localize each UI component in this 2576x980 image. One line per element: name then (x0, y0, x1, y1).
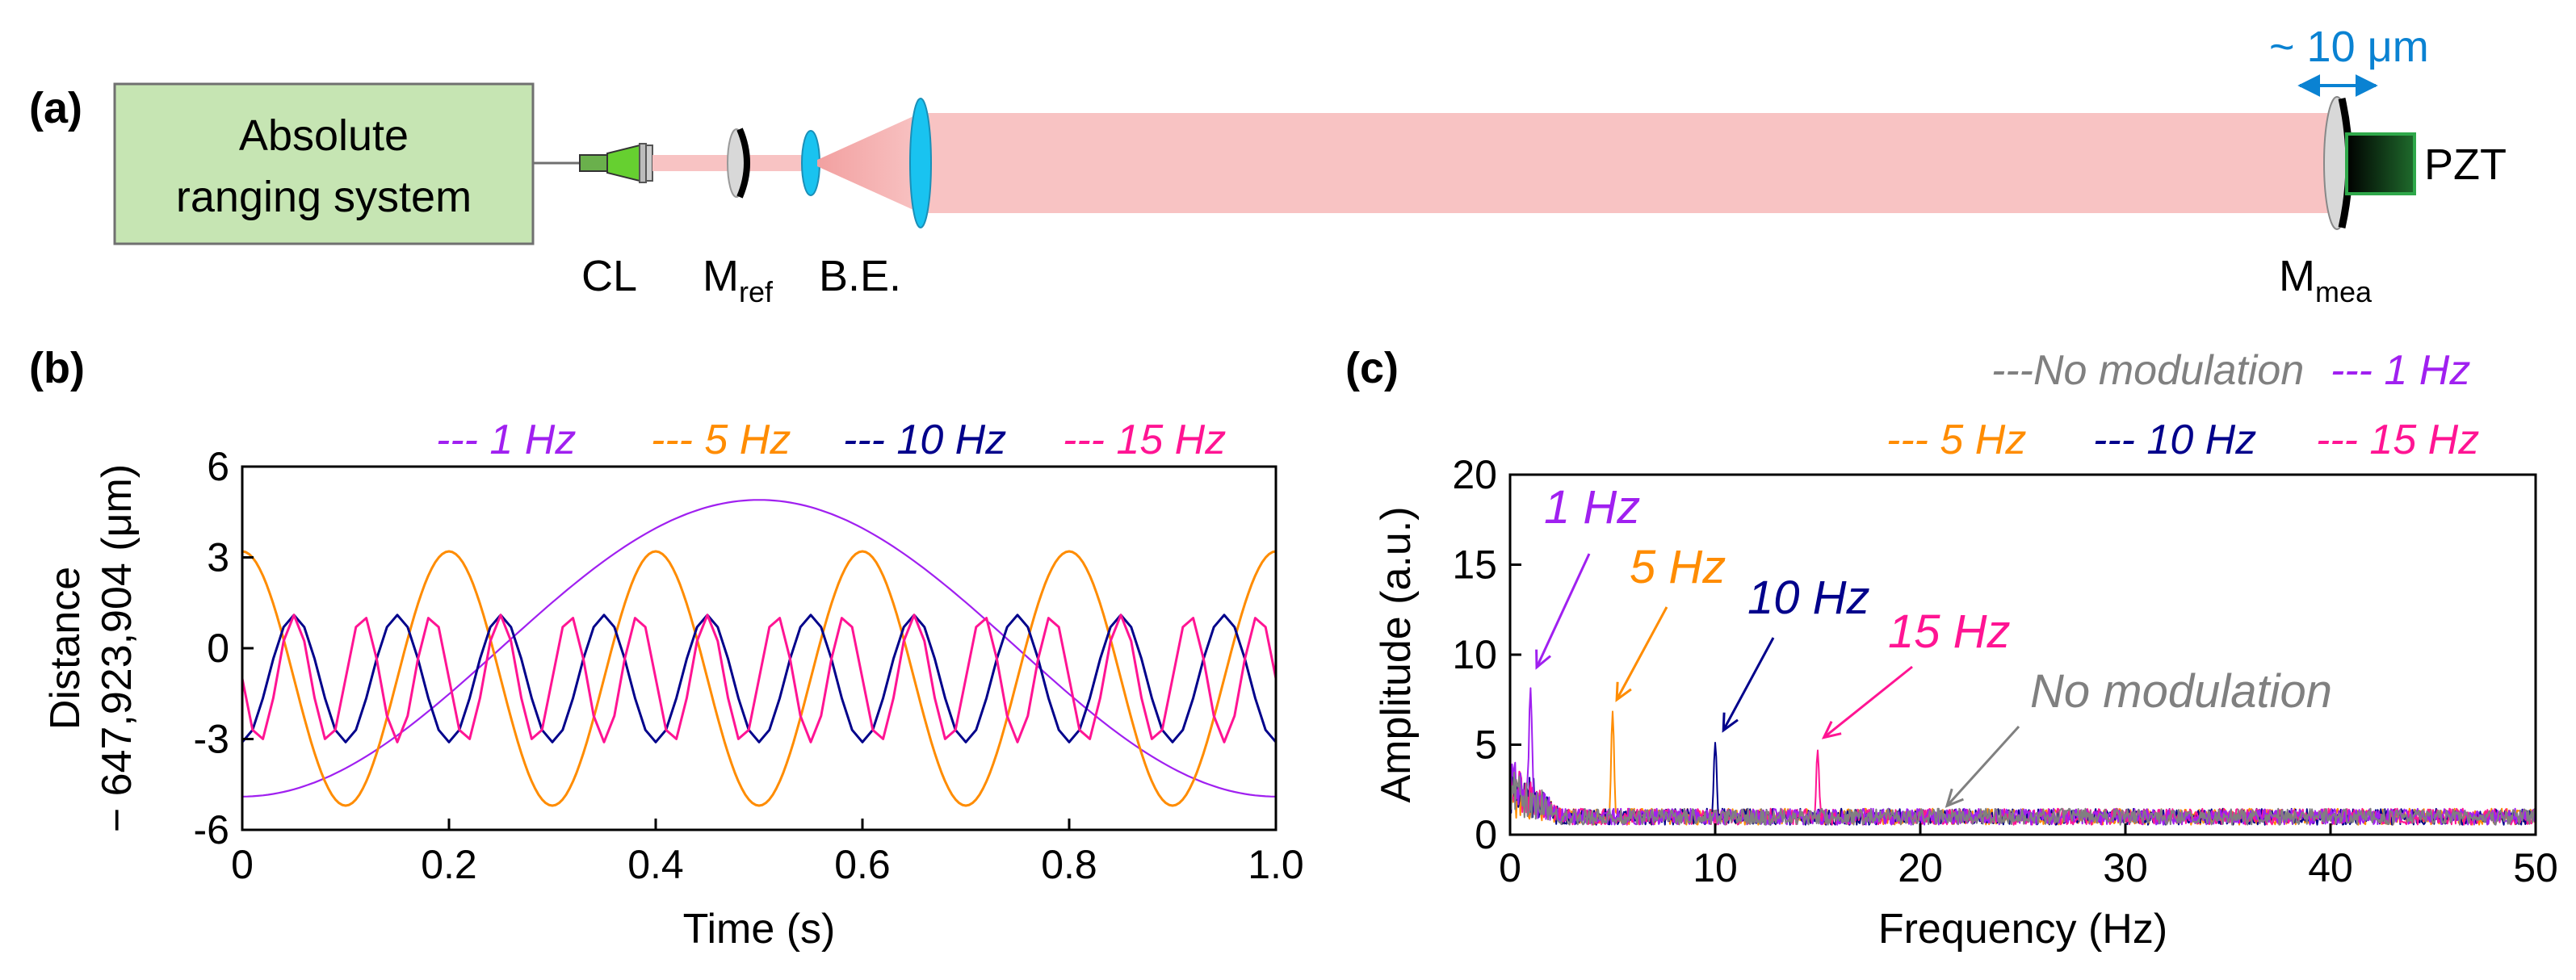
c-series-1-hz (1509, 687, 2536, 826)
c-legend-10hz: --- 10 Hz (2093, 417, 2256, 463)
be-label: B.E. (819, 252, 901, 300)
c-series-5-hz (1509, 710, 2536, 826)
pzt-icon (2345, 132, 2416, 195)
c-annotation-arrow-no-modulation (1945, 725, 2020, 807)
c-series-no-modulation (1509, 772, 2536, 826)
reference-mirror-icon (727, 128, 750, 199)
c-legend-nomod: ---No modulation (1991, 347, 2304, 394)
b-xtick-label: 0 (231, 842, 254, 887)
cl-label: CL (581, 252, 637, 300)
b-series-15hz (241, 614, 1278, 743)
c-ytick-label: 20 (1452, 452, 1497, 497)
c-xtick-label: 20 (1898, 845, 1943, 890)
c-legend: ---No modulation --- 1 Hz --- 5 Hz --- 1… (1886, 347, 2479, 463)
c-ylabel: Amplitude (a.u.) (1373, 506, 1420, 802)
beam-wide (921, 113, 2337, 213)
b-axes: 0 0.2 0.4 0.6 0.8 1.0 -6 -3 0 3 6 (194, 444, 1304, 887)
panel-a: (a) Absolute ranging system (29, 23, 2507, 308)
c-axes: 0 10 20 30 40 50 0 5 10 15 20 (1452, 452, 2557, 890)
b-ytick-label: 0 (207, 626, 229, 671)
c-xtick-label: 50 (2513, 845, 2558, 890)
c-legend-5hz: --- 5 Hz (1886, 417, 2026, 463)
b-legend-10hz: --- 10 Hz (843, 417, 1006, 463)
c-annotation-arrowhead-1-hz (1535, 649, 1551, 670)
b-series-5hz (241, 550, 1277, 807)
b-ytick-label: 6 (207, 444, 229, 489)
b-series (241, 499, 1278, 807)
c-ytick-label: 0 (1475, 812, 1497, 857)
c-legend-1hz: --- 1 Hz (2331, 347, 2470, 394)
b-ytick-label: -6 (194, 807, 229, 852)
mmea-sub: mea (2315, 275, 2373, 308)
b-xlabel: Time (s) (683, 906, 836, 953)
c-annotation-no-modulation: No modulation (2030, 665, 2332, 718)
c-annotation-arrow-15-hz (1823, 665, 1913, 739)
c-annotation-arrow-10-hz (1722, 637, 1775, 731)
c-xtick-label: 0 (1499, 845, 1521, 890)
c-ytick-label: 10 (1452, 632, 1497, 677)
c-xtick-label: 40 (2308, 845, 2353, 890)
ranging-system-box (113, 82, 535, 245)
c-annotations: 1 Hz 5 Hz 10 Hz 15 Hz No modulation (1535, 481, 2332, 808)
c-annotation-arrow-5-hz (1615, 606, 1668, 701)
b-ylabel-line2: − 647,923,904 (μm) (94, 464, 141, 832)
beam-fan (817, 113, 921, 213)
box-text-line1: Absolute (239, 111, 409, 160)
c-legend-15hz: --- 15 Hz (2316, 417, 2479, 463)
mref-main: M (703, 252, 739, 300)
mmea-main: M (2279, 252, 2315, 300)
b-ylabel-line1: Distance (42, 567, 89, 730)
c-annotation-10-hz: 10 Hz (1747, 572, 1870, 624)
expander-lens-large-icon (909, 98, 932, 228)
b-legend: --- 1 Hz --- 5 Hz --- 10 Hz --- 15 Hz (436, 417, 1226, 463)
c-annotation-15-hz: 15 Hz (1888, 605, 2011, 658)
c-annotation-arrowhead-10-hz (1722, 712, 1739, 733)
collimator-icon (579, 143, 653, 183)
expander-lens-small-icon (801, 130, 820, 196)
c-ytick-label: 5 (1475, 722, 1497, 768)
b-legend-5hz: --- 5 Hz (651, 417, 791, 463)
b-series-10hz (241, 614, 1278, 743)
panel-b: (b) --- 1 Hz --- 5 Hz --- 10 Hz --- 15 H… (29, 344, 1304, 953)
b-xtick-label: 0.2 (421, 842, 477, 887)
panel-c-label: (c) (1345, 344, 1399, 392)
b-ytick-label: -3 (194, 717, 229, 762)
b-ytick-label: 3 (207, 535, 229, 580)
mmea-label: Mmea (2279, 252, 2373, 308)
c-annotation-arrowhead-15-hz (1821, 721, 1842, 739)
panel-a-label: (a) (29, 84, 82, 132)
c-annotation-1-hz: 1 Hz (1544, 481, 1640, 534)
panel-c: (c) ---No modulation --- 1 Hz --- 5 Hz -… (1345, 344, 2558, 953)
c-annotation-arrowhead-5-hz (1615, 681, 1632, 702)
c-ytick-label: 15 (1452, 542, 1497, 588)
b-legend-15hz: --- 15 Hz (1063, 417, 1226, 463)
b-xtick-label: 0.6 (834, 842, 891, 887)
pzt-label: PZT (2424, 140, 2507, 189)
c-xtick-label: 30 (2103, 845, 2148, 890)
b-series-1hz (241, 499, 1277, 798)
mref-sub: ref (739, 275, 774, 308)
c-annotation-arrow-1-hz (1535, 553, 1591, 668)
displacement-label: ~ 10 μm (2269, 23, 2429, 71)
panel-b-label: (b) (29, 344, 85, 392)
c-xlabel: Frequency (Hz) (1878, 906, 2167, 953)
b-legend-1hz: --- 1 Hz (436, 417, 576, 463)
box-text-line2: ranging system (176, 173, 472, 221)
c-plot-frame (1508, 473, 2537, 836)
c-annotation-5-hz: 5 Hz (1630, 541, 1726, 593)
b-xtick-label: 1.0 (1248, 842, 1304, 887)
c-xtick-label: 10 (1693, 845, 1738, 890)
b-plot-frame (241, 465, 1278, 831)
mref-label: Mref (703, 252, 774, 308)
c-annotation-arrowhead-no-modulation (1945, 788, 1964, 808)
c-series (1509, 687, 2536, 826)
b-xtick-label: 0.4 (627, 842, 684, 887)
b-xtick-label: 0.8 (1041, 842, 1097, 887)
